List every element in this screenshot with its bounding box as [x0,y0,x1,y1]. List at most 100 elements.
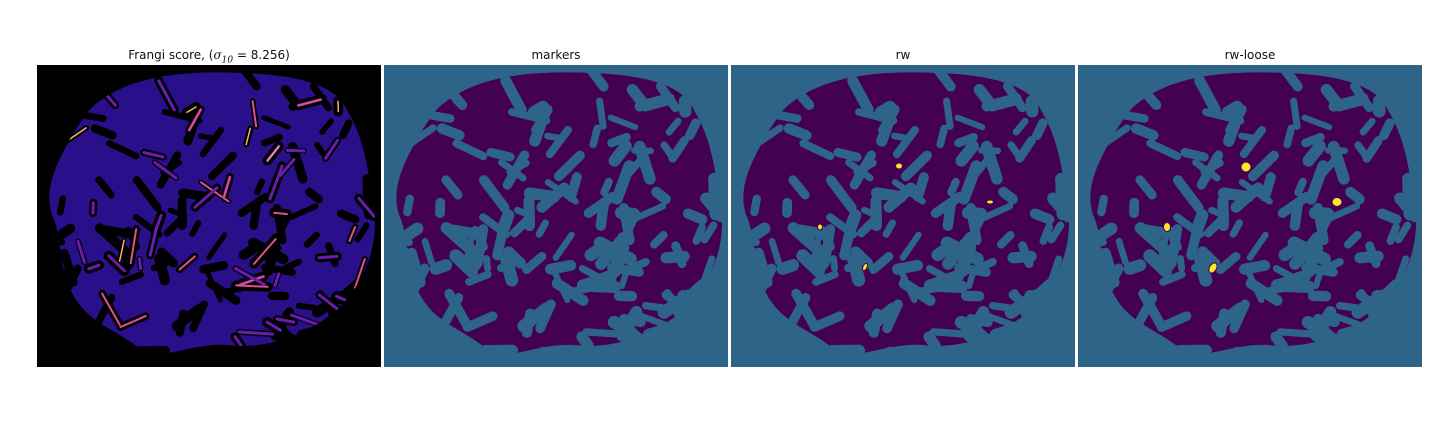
frangi-ridge [290,313,323,328]
frangi-ridge-high [273,211,288,216]
frangi-ridge-high [101,292,121,326]
vessel-segment [626,84,651,112]
vessel-segment [980,140,1003,185]
vessel-segment [1345,186,1365,205]
vessel-segment [1230,182,1264,213]
vessel-segment [651,186,671,205]
vessel-segment [936,124,949,149]
frangi-gap [132,176,162,212]
frangi-ridge-high [238,275,265,286]
vessel-segment [1032,118,1048,141]
frangi-gap [171,303,205,332]
vessel-segment [499,252,519,287]
vessel-segment [940,236,984,266]
frangi-gap [163,213,188,237]
vessel-segment [1327,140,1350,185]
vessel-segment [1130,123,1159,141]
frangi-ridge [317,254,339,260]
vessel-segment [1047,192,1070,223]
vessel-segment [1302,140,1326,167]
rw-loose-plot [1078,65,1422,367]
frangi-ridge [76,239,86,264]
vessel-segment [552,231,575,261]
vessel-segment [1394,221,1412,244]
frangi-gap [261,133,283,147]
vessel-segment [954,114,986,131]
frangi-gap [261,115,291,130]
frangi-ridge-high [223,176,231,198]
frangi-gap [287,203,319,221]
vessel-segment [768,238,782,266]
frangi-score-plot [37,65,381,367]
vessel-segment [1354,250,1384,264]
vessel-segment [665,117,682,136]
vessel-segment [750,194,761,217]
vessel-segment [796,249,826,278]
rw-loose-highlight-spot [1163,222,1171,232]
frangi-gap [282,258,302,272]
vessel-segment [783,123,812,141]
frangi-gap [199,260,229,274]
vessel-segment [483,255,492,272]
vessel-segment [1301,114,1333,131]
vessel-segment [1301,132,1325,148]
frangi-ridge [142,151,165,159]
frangi-gap [319,118,334,135]
vessel-segment [1135,175,1157,200]
vessel-segment [436,123,465,141]
vessel-segment [927,72,956,92]
frangi-ridge [138,257,143,270]
vessel-segment [685,118,701,141]
vessel-segment [633,140,656,185]
vessel-segment [1272,264,1309,289]
vessel-segment [799,139,835,161]
vessel-segment [582,328,624,338]
vessel-segment [545,125,572,159]
vessel-segment [850,246,873,269]
vessel-segment [965,270,976,290]
vessel-segment [576,331,594,352]
vessel-segment [698,255,716,292]
frangi-gap [157,247,178,268]
frangi-score-image [37,65,381,367]
vessel-segment [1336,301,1360,312]
vessel-segment [607,132,631,148]
vessel-segment [1045,255,1063,292]
vessel-segment [628,257,650,272]
vessel-segment [1239,259,1271,275]
frangi-vessel-field [49,72,376,355]
frangi-ridge [87,263,101,271]
vessel-segment [522,251,547,275]
vessel-segment [595,199,609,231]
vessel-segment [593,236,637,266]
vessel-segment [1146,139,1182,161]
vessel-segment [876,111,896,147]
frangi-gap [280,85,303,111]
vessel-segment [839,224,856,261]
vessel-segment [692,223,706,245]
vessel-segment [819,224,836,269]
frangi-gap [205,279,241,305]
frangi-gap [249,200,261,230]
vessel-segment [600,177,613,197]
vessel-segment [1007,250,1037,264]
vessel-segment [845,158,874,182]
vessel-segment [864,302,900,333]
vessel-segment [958,160,982,205]
vessel-segment [1229,219,1243,238]
frangi-ridge [107,254,127,273]
vessel-segment [830,255,839,272]
vessel-segment [1104,263,1124,293]
vessel-segment [791,288,819,330]
vessel-segment [503,246,526,269]
rw-image [731,65,1075,367]
vessel-segment [925,264,962,289]
frangi-ridge [153,160,178,180]
vessel-segment [1221,100,1244,119]
vessel-segment [1392,255,1410,292]
vessel-segment [1327,202,1361,221]
rw-highlights [817,162,994,272]
vessel-segment [596,97,607,130]
vessel-segment [982,311,1019,330]
vessel-segment [700,192,723,223]
